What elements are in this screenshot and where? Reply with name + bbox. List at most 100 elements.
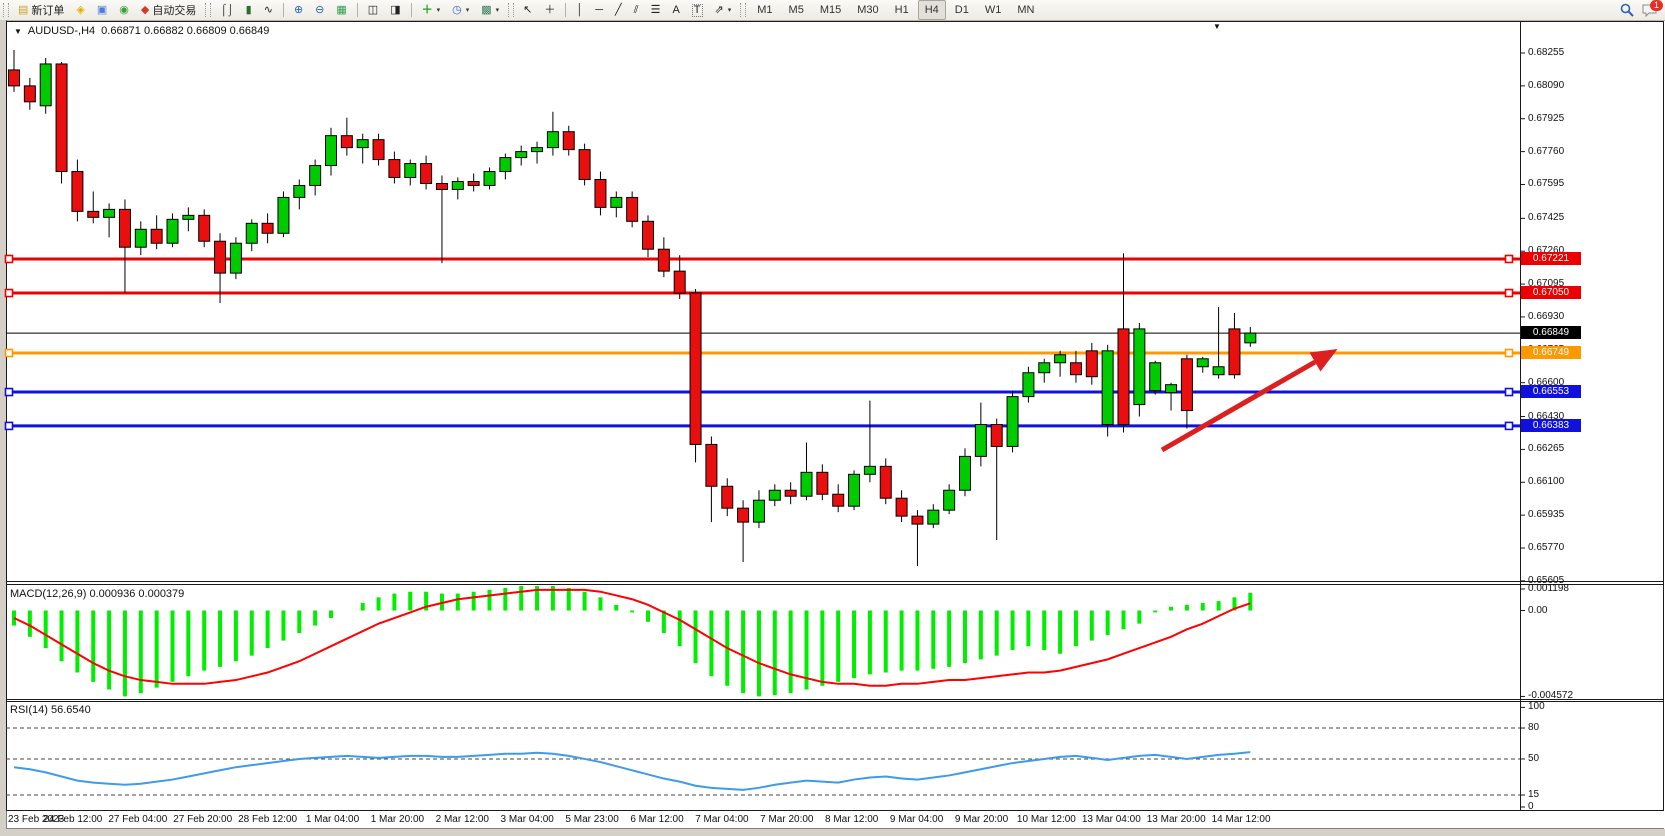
notifications-button[interactable]: 1 (1642, 0, 1663, 17)
bar-chart-icon: ⌠⌡ (220, 3, 234, 16)
price-tick-label: 0.65935 (1528, 509, 1565, 521)
level-line-handle[interactable] (1504, 421, 1514, 431)
level-line-handle[interactable] (1504, 387, 1514, 397)
candle-bull (943, 489, 956, 511)
trendline-tool-button[interactable]: ╱ (610, 0, 627, 20)
candle-bull (1212, 366, 1225, 376)
trend-arrow-head[interactable] (1309, 349, 1338, 372)
vertical-line-tool-button[interactable]: │ (571, 0, 588, 20)
equidistant-channel-icon: ⫽ (633, 3, 639, 16)
toolbar-grip[interactable] (740, 3, 747, 17)
new-order-button[interactable]: ▤ 新订单 (13, 0, 69, 20)
auto-trading-button[interactable]: ◆ 自动交易 (136, 0, 201, 20)
zoom-out-button[interactable]: ⊖ (310, 0, 329, 20)
price-tick-label: 0.67595 (1528, 178, 1565, 190)
candlestick-chart-button[interactable]: ▮ (241, 0, 257, 20)
crosshair-tool-button[interactable]: ＋ (539, 0, 560, 20)
symbol-dropdown-icon[interactable]: ▼ (14, 26, 22, 36)
candle-bull (1038, 362, 1051, 374)
candle-bear (895, 497, 908, 517)
time-axis-label: 13 Mar 04:00 (1081, 814, 1141, 825)
chart-shift-icon: ◨ (390, 3, 401, 16)
line-chart-button[interactable]: ∿ (259, 0, 278, 20)
candle-bear (657, 248, 670, 272)
label-tool-button[interactable]: T (687, 0, 708, 20)
candle-bear (372, 139, 385, 161)
price-tick-label: 0.66265 (1528, 443, 1565, 455)
expert-advisors-icon: ▣ (96, 3, 108, 16)
price-tick-label: 0.65605 (1528, 574, 1565, 586)
candle-bull (1165, 384, 1178, 394)
timeframe-toolbar: M1 M5 M15 M30 H1 H4 D1 W1 MN (749, 0, 1042, 20)
level-line-handle[interactable] (1504, 254, 1514, 264)
channel-tool-button[interactable]: ⫽ (629, 0, 644, 20)
candle-bull (1022, 372, 1035, 398)
toolbar-separator (356, 3, 358, 17)
candle-bull (768, 489, 781, 501)
periods-button[interactable]: ◷ ▾ (447, 0, 474, 20)
timeframe-button-D1[interactable]: D1 (954, 4, 969, 16)
timeframe-button-H4[interactable]: H4 (917, 0, 946, 20)
price-tick-label: 0.67095 (1528, 278, 1565, 290)
arrows-icon: ⇗ (714, 3, 724, 16)
trend-arrow-shaft[interactable] (1160, 359, 1317, 453)
candle-bull (182, 214, 195, 220)
chart-shift-button[interactable]: ◨ (385, 0, 405, 20)
candle-bull (546, 131, 559, 149)
horizontal-line-tool-button[interactable]: ─ (590, 0, 608, 20)
cursor-tool-button[interactable]: ↖ (518, 0, 537, 20)
level-line-handle[interactable] (1504, 348, 1514, 358)
time-axis-label: 27 Feb 04:00 (108, 814, 168, 825)
signals-button[interactable]: ◉ (114, 0, 134, 20)
text-tool-button[interactable]: A (667, 0, 684, 20)
toolbar-grip[interactable] (3, 3, 9, 17)
candle-bull (166, 218, 179, 244)
candle-bear (8, 69, 20, 87)
window-left-edge (0, 20, 7, 836)
timeframe-button-M5[interactable]: M5 (788, 4, 804, 16)
shapes-tool-button[interactable]: ⇗ ▾ (710, 0, 737, 20)
timeframe-button-MN[interactable]: MN (1017, 4, 1035, 16)
time-axis-label: 3 Mar 04:00 (500, 814, 554, 825)
price-tick-label: 0.68090 (1528, 79, 1565, 91)
timeframe-button-M1[interactable]: M1 (757, 4, 773, 16)
tile-windows-icon: ▦ (336, 3, 347, 16)
candle-bull (293, 184, 306, 198)
level-line-handle[interactable] (1504, 288, 1514, 298)
time-axis-label: 7 Mar 20:00 (760, 814, 814, 825)
signals-icon: ◉ (119, 3, 129, 16)
timeframe-button-M30[interactable]: M30 (857, 4, 879, 16)
timeframe-button-M15[interactable]: M15 (819, 4, 842, 16)
zoom-in-button[interactable]: ⊕ (289, 0, 308, 20)
bar-chart-button[interactable]: ⌠⌡ (215, 0, 238, 20)
layouts-button[interactable]: ◈ (71, 0, 89, 20)
add-indicator-button[interactable]: ＋ ▾ (417, 0, 446, 20)
timeframe-button-H1[interactable]: H1 (894, 4, 909, 16)
toolbar-grip[interactable] (205, 3, 212, 17)
candle-bull (404, 163, 417, 179)
text-icon: A (672, 3, 680, 16)
templates-button[interactable]: ▩ ▾ (476, 0, 504, 20)
time-axis-label: 27 Feb 20:00 (173, 814, 233, 825)
toolbar-grip[interactable] (508, 3, 515, 17)
search-button[interactable] (1620, 3, 1634, 17)
macd-tick-label: -0.004572 (1528, 690, 1574, 702)
chart-shift-marker-icon[interactable]: ▼ (1213, 22, 1221, 31)
price-tick-label: 0.67925 (1528, 112, 1565, 124)
tile-windows-button[interactable]: ▦ (331, 0, 351, 20)
fibonacci-icon: ☰ (650, 3, 661, 16)
candle-bull (309, 165, 322, 186)
expert-advisors-button[interactable]: ▣ (92, 0, 112, 20)
chart-title[interactable]: ▼ AUDUSD-,H4 0.66871 0.66882 0.66809 0.6… (14, 25, 269, 37)
candle-bear (689, 292, 702, 445)
vertical-line-icon: │ (576, 3, 584, 16)
fibonacci-tool-button[interactable]: ☰ (646, 0, 666, 20)
auto-scroll-button[interactable]: ◫ (363, 0, 383, 20)
candle-bull (483, 171, 496, 186)
candlestick-chart-icon: ▮ (245, 3, 252, 16)
timeframe-button-W1[interactable]: W1 (984, 4, 1002, 16)
candle-bull (356, 139, 369, 149)
price-tick-label: 0.66430 (1528, 410, 1565, 422)
